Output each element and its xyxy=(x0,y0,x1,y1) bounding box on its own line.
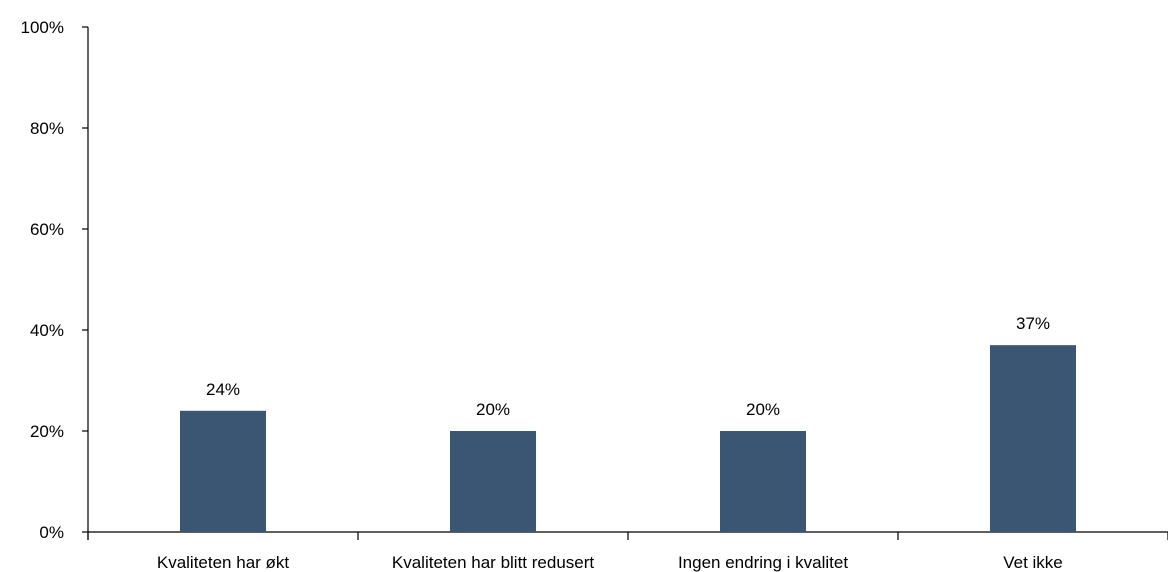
data-label: 20% xyxy=(746,400,780,419)
y-tick-label: 40% xyxy=(30,321,64,340)
x-tick-label: Ingen endring i kvalitet xyxy=(678,553,848,572)
y-tick-label: 80% xyxy=(30,119,64,138)
y-tick-label: 0% xyxy=(39,523,64,542)
y-tick-label: 20% xyxy=(30,422,64,441)
y-tick-label: 100% xyxy=(21,18,64,37)
x-tick-label: Kvaliteten har blitt redusert xyxy=(392,553,594,572)
x-tick-label: Kvaliteten har økt xyxy=(157,553,290,572)
bar xyxy=(990,345,1076,532)
bars xyxy=(180,345,1076,532)
bar xyxy=(180,410,266,532)
bar xyxy=(450,431,536,532)
data-label: 37% xyxy=(1016,314,1050,333)
y-tick-label: 60% xyxy=(30,220,64,239)
data-label: 24% xyxy=(206,380,240,399)
axes: 0% 20% 40% 60% 80% 100% xyxy=(21,18,1168,542)
data-label: 20% xyxy=(476,400,510,419)
bar xyxy=(720,431,806,532)
x-tick-label: Vet ikke xyxy=(1003,553,1063,572)
labels: 24% Kvaliteten har økt 20% Kvaliteten har b… xyxy=(157,314,1063,572)
